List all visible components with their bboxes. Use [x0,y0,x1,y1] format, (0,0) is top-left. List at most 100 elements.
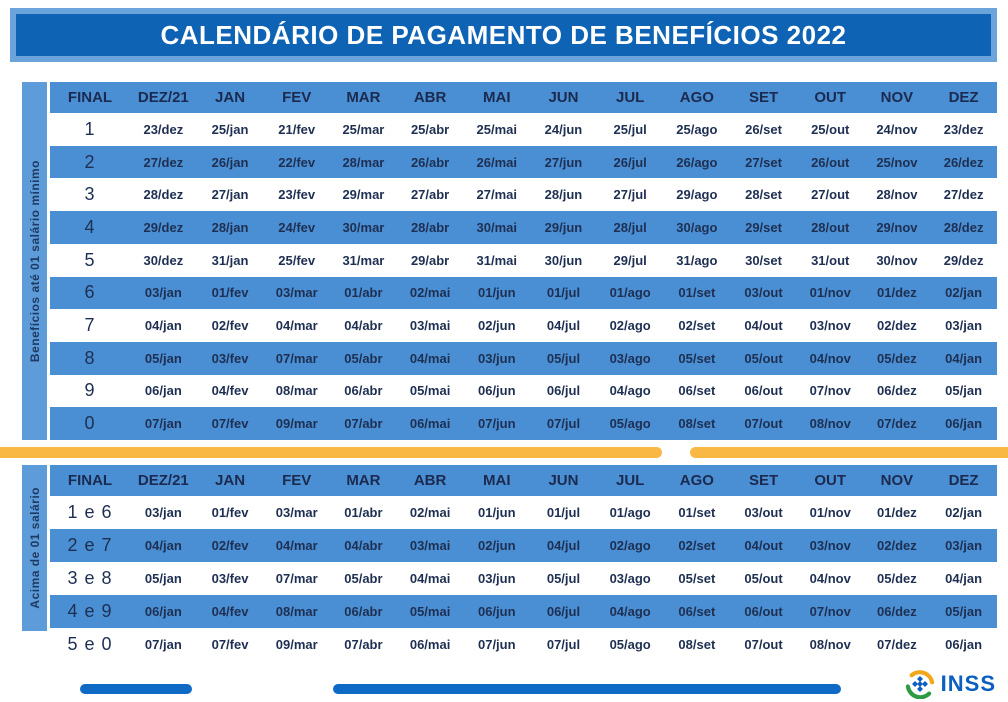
payment-date-cell: 03/nov [809,318,851,334]
payment-date-cell: 03/mai [409,318,451,334]
table-row: 3 28/dez 27/jan 23/fev 29/mar 27/abr 27/mai 28/… [50,178,997,212]
table-row: 5 e 0 07/jan 07/fev 09/mar 07/abr 06/mai 07/ju… [50,628,997,661]
column-header: OUT [814,89,847,106]
payment-date-cell: 03/jan [144,505,182,520]
payment-date-cell: 26/dez [943,154,984,170]
column-header: JAN [215,89,246,106]
column-header: FINAL [67,472,113,489]
payment-date-cell: 29/dez [943,252,984,268]
payment-date-cell: 05/abr [344,350,383,366]
payment-date-cell: 03/jun [477,571,516,586]
payment-date-cell: 02/mai [409,505,451,520]
column-header: SET [748,89,779,106]
page-title: CALENDÁRIO DE PAGAMENTO DE BENEFÍCIOS 20… [160,19,847,50]
yellow-divider-right [690,447,1008,458]
payment-date-cell: 07/mar [275,571,318,586]
payment-date-cell: 04/ago [609,383,651,399]
payment-date-cell: 07/out [744,416,783,432]
payment-date-cell: 05/out [744,571,783,586]
payment-date-cell: 06/jan [945,637,983,652]
benefit-final-digit: 7 [84,315,96,336]
payment-date-cell: 29/jun [544,219,583,235]
payment-date-cell: 23/dez [143,121,184,137]
payment-date-cell: 29/ago [676,187,718,203]
payment-date-cell: 04/mar [275,318,318,334]
column-header: NOV [880,472,914,489]
payment-date-cell: 27/abr [410,187,450,203]
column-header: FINAL [67,89,113,106]
table-row: 8 05/jan 03/fev 07/mar 05/abr 04/mai 03/jun 05/… [50,341,997,375]
payment-date-cell: 05/dez [877,571,917,586]
payment-date-cell: 01/abr [344,505,383,520]
payment-date-cell: 08/mar [275,383,318,399]
payment-date-cell: 01/jul [546,285,581,301]
payment-date-cell: 05/ago [609,637,651,652]
payment-date-cell: 30/ago [676,219,718,235]
table-row: 3 e 8 05/jan 03/fev 07/mar 05/abr 04/mai 03/ju… [50,562,997,595]
payment-date-cell: 28/abr [410,219,450,235]
payment-date-cell: 07/abr [344,637,383,652]
payment-date-cell: 25/ago [676,121,718,137]
payment-date-cell: 02/jun [477,318,516,334]
payment-date-cell: 26/jan [211,154,249,170]
column-header: MAR [346,472,381,489]
payment-date-cell: 01/jun [477,285,516,301]
payment-date-cell: 31/out [811,252,850,268]
payment-date-cell: 07/dez [877,416,917,432]
payment-date-cell: 24/nov [876,121,918,137]
payment-date-cell: 27/jun [544,154,583,170]
table-row: 9 06/jan 04/fev 08/mar 06/abr 05/mai 06/jun 06/… [50,374,997,408]
table-header-row: FINAL DEZ/21 JAN FEV MAR ABR MAI JUN JUL AGO SET OU… [50,82,997,113]
payment-date-cell: 03/mar [275,505,318,520]
payment-date-cell: 05/jan [945,604,983,619]
payment-date-cell: 09/mar [275,637,318,652]
yellow-divider-left [0,447,662,458]
table-body: 1 e 6 03/jan 01/fev 03/mar 01/abr 02/mai 01/ju… [50,496,997,661]
table-row: 6 03/jan 01/fev 03/mar 01/abr 02/mai 01/jun 01/… [50,276,997,310]
payment-date-cell: 06/jan [144,383,182,399]
payment-date-cell: 28/dez [143,187,184,203]
benefit-final-digit: 2 e 7 [67,535,113,555]
payment-date-cell: 06/jul [546,383,581,399]
payment-date-cell: 04/jan [945,571,983,586]
payment-date-cell: 01/jun [477,505,516,520]
payment-date-cell: 25/jul [613,121,647,137]
payment-date-cell: 04/ago [609,604,651,619]
table-row: 5 30/dez 31/jan 25/fev 31/mar 29/abr 31/mai 30/… [50,243,997,277]
payment-table-ate-1-salario-minimo: Benefícios até 01 salário mínimo FINAL DE… [22,82,997,441]
table-grid: FINAL DEZ/21 JAN FEV MAR ABR MAI JUN JUL AGO SET OU… [50,465,997,661]
payment-date-cell: 01/set [678,505,716,520]
payment-date-cell: 28/jul [613,219,647,235]
payment-date-cell: 07/jan [144,416,182,432]
column-header: FEV [282,89,312,106]
payment-table-acima-1-salario: Acima de 01 salário FINAL DEZ/21 JAN FEV MAR… [22,465,997,661]
payment-date-cell: 28/jun [544,187,583,203]
payment-date-cell: 30/nov [876,252,918,268]
payment-date-cell: 06/out [744,604,783,619]
benefit-final-digit: 5 e 0 [67,634,113,654]
payment-date-cell: 27/set [745,154,782,170]
payment-date-cell: 28/nov [876,187,918,203]
payment-date-cell: 27/dez [943,187,984,203]
payment-date-cell: 07/dez [877,637,917,652]
payment-date-cell: 25/mar [342,121,385,137]
payment-date-cell: 04/jan [144,538,182,553]
payment-date-cell: 26/out [811,154,850,170]
column-header: AGO [679,472,714,489]
payment-date-cell: 24/fev [278,219,316,235]
benefit-final-digit: 9 [84,380,96,401]
payment-date-cell: 27/dez [143,154,184,170]
payment-date-cell: 06/set [678,383,716,399]
payment-date-cell: 05/jul [546,350,581,366]
payment-date-cell: 04/nov [809,571,851,586]
table-category-label: Acima de 01 salário [27,487,42,609]
payment-date-cell: 03/jan [945,318,983,334]
column-header: MAR [346,89,381,106]
payment-date-cell: 30/set [745,252,782,268]
payment-date-cell: 06/mai [409,637,451,652]
payment-date-cell: 05/abr [344,571,383,586]
payment-date-cell: 27/mai [476,187,518,203]
payment-date-cell: 27/out [811,187,850,203]
column-header: SET [748,472,779,489]
payment-date-cell: 07/jan [144,637,182,652]
